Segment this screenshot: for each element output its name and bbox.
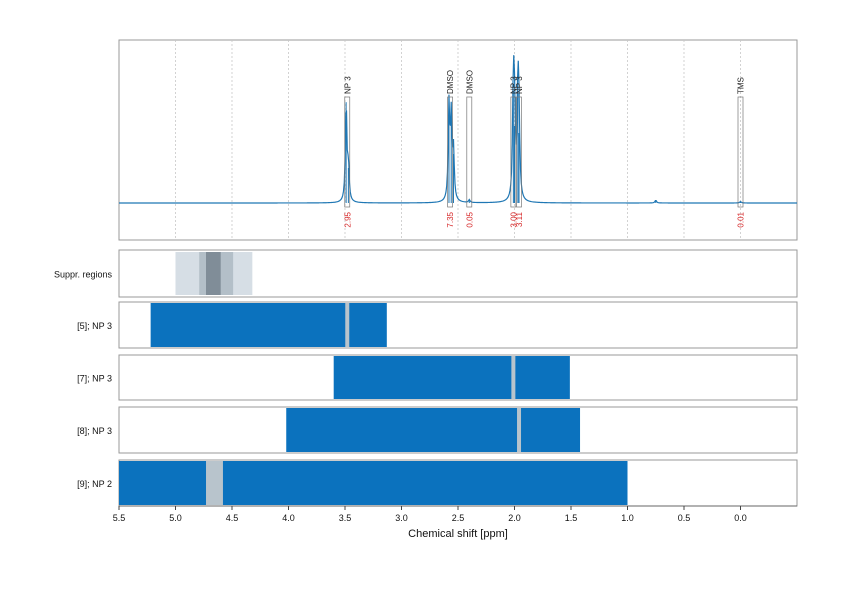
peak-annotation-box xyxy=(344,96,351,208)
peak-annotation-value: 2.95 xyxy=(343,211,352,227)
track-label: [8]; NP 3 xyxy=(77,426,112,436)
x-tick-label: 4.5 xyxy=(226,513,239,523)
x-tick-label: 1.0 xyxy=(621,513,634,523)
peak-annotation-box xyxy=(737,96,744,208)
track-bar xyxy=(119,461,628,505)
peak-annotation-name: NP 3 xyxy=(343,76,352,94)
peak-annotation-value: 3.00 xyxy=(509,211,518,227)
peak-annotation-name: TMS xyxy=(737,77,746,94)
track-gap xyxy=(345,303,350,347)
peak-annotation-box xyxy=(447,96,453,208)
track-bar xyxy=(286,408,581,452)
peak-annotation-name: DMSO xyxy=(465,70,474,94)
x-tick-label: 0.5 xyxy=(678,513,691,523)
x-tick-label: 5.5 xyxy=(113,513,126,523)
x-tick-label: 2.0 xyxy=(508,513,521,523)
x-axis: 5.5 5.0 4.5 4.0 3.5 3.0 2.5 2.0 1.5 1.0 0.5 0.0 xyxy=(113,505,797,523)
track-gap xyxy=(511,356,516,399)
x-tick-label: 3.5 xyxy=(339,513,352,523)
peak-annotation-name: NP 3 xyxy=(509,76,518,94)
peak-annotation-value: 3.11 xyxy=(515,211,524,227)
track-label: [9]; NP 2 xyxy=(77,479,112,489)
track-bar xyxy=(150,303,387,347)
x-tick-label: 0.0 xyxy=(734,513,747,523)
track-label: [7]; NP 3 xyxy=(77,374,112,384)
spectrum-trace xyxy=(119,55,797,204)
x-tick-label: 4.0 xyxy=(282,513,295,523)
peak-annotation-value: 0.01 xyxy=(737,211,746,227)
peak-annotation-value: 7.35 xyxy=(446,211,455,227)
peak-annotation-box xyxy=(510,96,517,208)
peak-annotation-name: NP 3 xyxy=(515,76,524,94)
peak-annotation-name: DMSO xyxy=(446,70,455,94)
peak-annotation-box xyxy=(466,96,473,208)
track-label: [5]; NP 3 xyxy=(77,321,112,331)
x-tick-label: 3.0 xyxy=(395,513,408,523)
x-tick-label: 5.0 xyxy=(169,513,182,523)
spectrum-panel: NP 3 2.95 DMSO 7.35 DMSO 0.05 NP 3 3.00 NP 3 3.11… xyxy=(118,39,798,241)
track-gap xyxy=(517,408,522,452)
x-axis-label: Chemical shift [ppm] xyxy=(408,528,508,540)
track-gap xyxy=(206,461,223,505)
suppression-label: Suppr. regions xyxy=(54,270,113,280)
suppression-region xyxy=(206,252,221,295)
x-tick-label: 1.5 xyxy=(565,513,578,523)
peak-annotation-box xyxy=(516,96,522,208)
track-panels: Suppr. regions [5]; NP 3 [7]; NP 3 [8]; NP … xyxy=(54,249,798,507)
track-bar xyxy=(333,356,570,399)
x-tick-label: 2.5 xyxy=(452,513,465,523)
peak-annotation-value: 0.05 xyxy=(465,211,474,227)
